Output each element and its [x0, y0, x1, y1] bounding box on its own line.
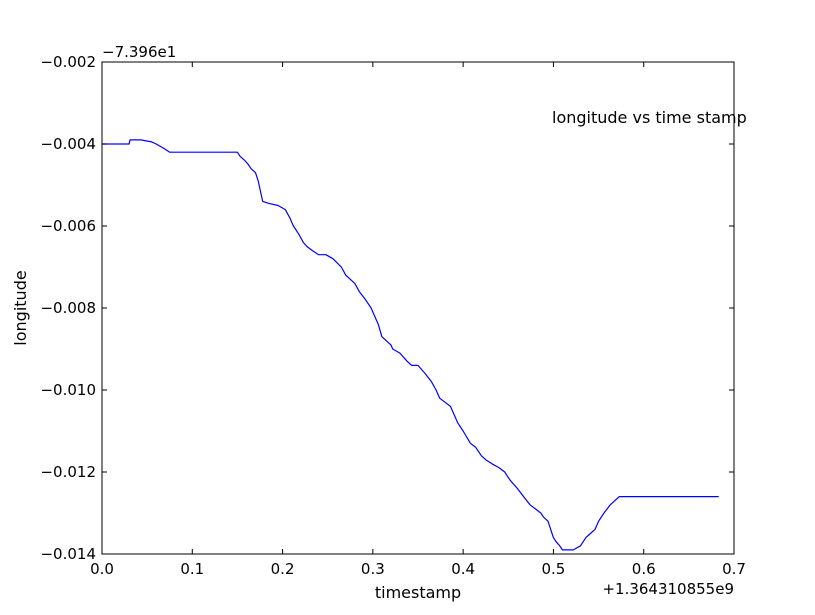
y-tick-label: −0.006 [40, 217, 96, 235]
y-offset-text: −7.396e1 [102, 43, 176, 61]
x-axis-label: timestamp [375, 583, 461, 602]
series-line-0 [102, 139, 719, 551]
y-tick-label: −0.010 [40, 381, 96, 399]
y-tick-label: −0.008 [40, 299, 96, 317]
plot-frame [101, 61, 735, 555]
x-tick-label: 0.0 [90, 560, 114, 578]
y-tick-label: −0.014 [40, 545, 96, 563]
y-tick-label: −0.004 [40, 135, 96, 153]
x-tick-label: 0.3 [361, 560, 385, 578]
chart-annotation: longitude vs time stamp [552, 108, 747, 127]
axes: 0.0 0.1 0.2 0.3 0.4 0.5 0.6 0.7 −0.002 −0.004 −0.0… [40, 53, 745, 578]
x-tick-label: 0.4 [451, 560, 475, 578]
y-axis-label: longitude [11, 270, 30, 345]
x-tick-label: 0.6 [632, 560, 656, 578]
x-tick-label: 0.7 [722, 560, 746, 578]
plot-area [102, 139, 719, 551]
y-tick-label: −0.002 [40, 53, 96, 71]
x-offset-text: +1.364310855e9 [602, 580, 734, 598]
x-tick-label: 0.1 [180, 560, 204, 578]
y-tick-label: −0.012 [40, 463, 96, 481]
x-tick-label: 0.2 [271, 560, 295, 578]
x-tick-label: 0.5 [541, 560, 565, 578]
